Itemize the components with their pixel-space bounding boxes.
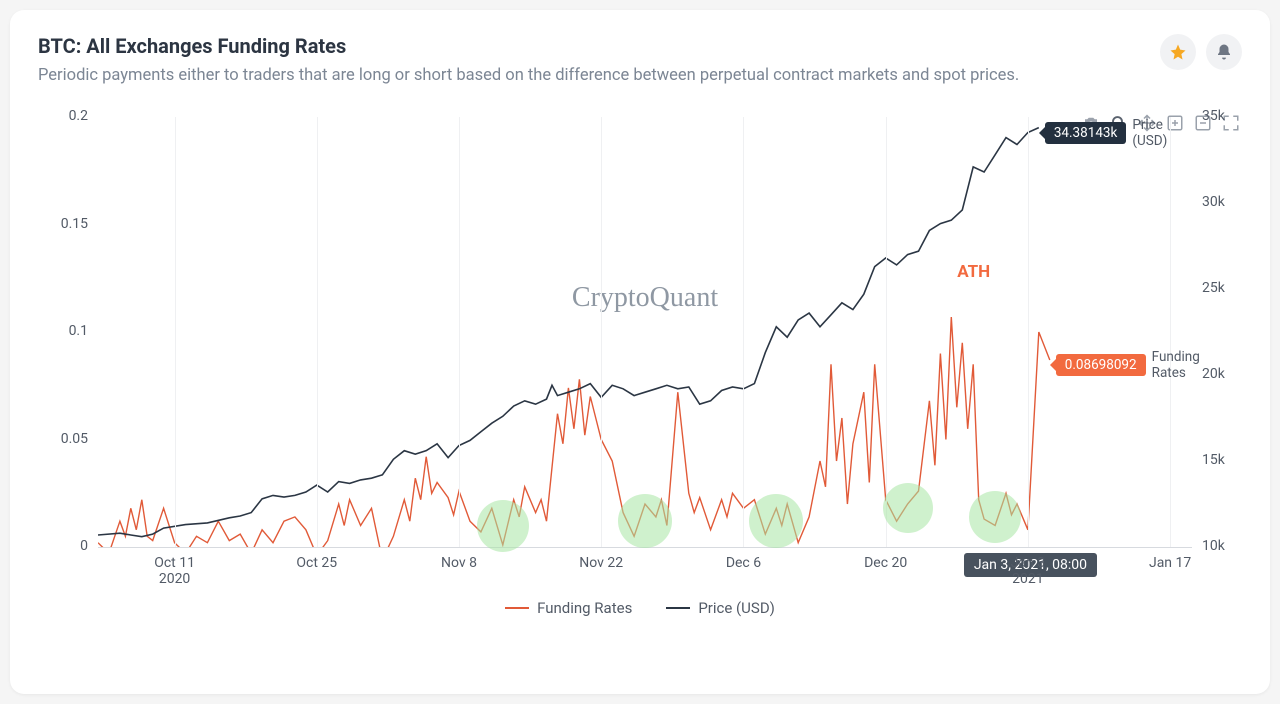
x-tick: Oct 25 (296, 555, 337, 571)
legend-item[interactable]: Funding Rates (505, 599, 632, 617)
x-tick: Jan 32021 (1011, 555, 1045, 587)
grid-line (459, 117, 460, 547)
ath-label: ATH (957, 262, 990, 282)
legend-label: Price (USD) (698, 599, 775, 617)
grid-line (175, 117, 176, 547)
grid-line (743, 117, 744, 547)
x-tick: Dec 20 (864, 555, 907, 571)
x-tick: Dec 6 (726, 555, 761, 571)
grid-line (1170, 117, 1171, 547)
price-callout: 34.38143kPrice (USD) (1045, 117, 1192, 149)
y-right-tick: 20k (1202, 366, 1242, 382)
y-right-tick: 10k (1202, 538, 1242, 554)
y-right-tick: 25k (1202, 280, 1242, 296)
notify-button[interactable] (1206, 34, 1242, 70)
chart-title: BTC: All Exchanges Funding Rates (38, 34, 1019, 58)
y-axis-right: 10k15k20k25k30k35k (1202, 117, 1242, 547)
header: BTC: All Exchanges Funding Rates Periodi… (38, 34, 1242, 85)
x-tick: Nov 8 (441, 555, 477, 571)
highlight-circle (618, 494, 672, 548)
funding-callout: 0.08698092 Funding Rates (1056, 349, 1200, 381)
y-left-tick: 0.2 (38, 108, 88, 124)
header-text: BTC: All Exchanges Funding Rates Periodi… (38, 34, 1019, 85)
price-line (98, 128, 1039, 537)
x-tick: Jan 17 (1149, 555, 1191, 571)
y-right-tick: 30k (1202, 194, 1242, 210)
x-axis: Oct 112020 Oct 25 Nov 8 Nov 22 Dec 6 Dec 20 Ja… (98, 555, 1192, 595)
funding-callout-label: Funding Rates (1152, 349, 1200, 381)
price-callout-label: Price (USD) (1132, 117, 1192, 149)
highlight-circle (477, 500, 529, 552)
y-right-tick: 15k (1202, 452, 1242, 468)
grid-line (886, 117, 887, 547)
highlight-circle (883, 483, 933, 533)
y-left-tick: 0.15 (38, 216, 88, 232)
bell-icon (1215, 43, 1233, 61)
chart-card: BTC: All Exchanges Funding Rates Periodi… (10, 10, 1270, 694)
price-callout-value: 34.38143k (1045, 122, 1127, 144)
grid-line (317, 117, 318, 547)
chart-subtitle: Periodic payments either to traders that… (38, 66, 1019, 85)
y-right-tick: 35k (1202, 108, 1242, 124)
x-tick: Oct 112020 (154, 555, 195, 587)
legend: Funding Rates Price (USD) (38, 599, 1242, 617)
highlight-circle (969, 491, 1021, 543)
legend-swatch (666, 607, 690, 609)
y-left-tick: 0.05 (38, 431, 88, 447)
header-actions (1160, 34, 1242, 70)
legend-label: Funding Rates (537, 599, 632, 617)
plot-area[interactable]: CryptoQuant ATH34.38143kPrice (USD)0.086… (98, 117, 1192, 547)
y-left-tick: 0.1 (38, 323, 88, 339)
y-axis-left: 00.050.10.150.2 (38, 117, 88, 547)
grid-line (1028, 117, 1029, 547)
legend-swatch (505, 607, 529, 609)
legend-item[interactable]: Price (USD) (666, 599, 775, 617)
chart-area: 00.050.10.150.2 10k15k20k25k30k35k Crypt… (38, 117, 1242, 597)
y-left-tick: 0 (38, 538, 88, 554)
x-tick: Nov 22 (579, 555, 623, 571)
grid-line (601, 117, 602, 547)
highlight-circle (749, 494, 803, 548)
star-icon (1169, 43, 1187, 61)
funding-callout-value: 0.08698092 (1056, 354, 1146, 376)
favorite-button[interactable] (1160, 34, 1196, 70)
